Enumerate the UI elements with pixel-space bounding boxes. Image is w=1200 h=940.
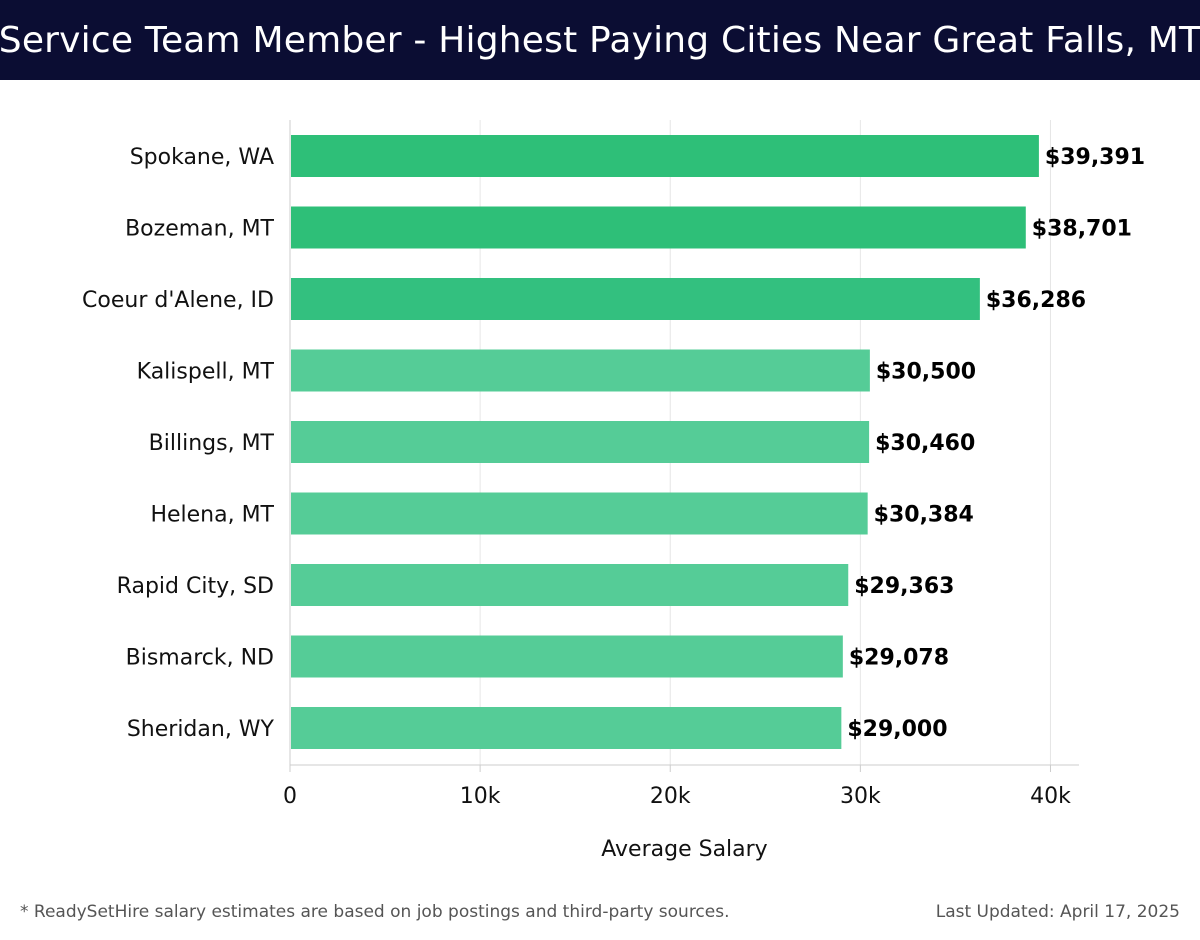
bar <box>291 135 1039 177</box>
x-axis-label: Average Salary <box>601 837 767 862</box>
x-tick-label: 30k <box>840 784 881 809</box>
title-banner: Service Team Member - Highest Paying Cit… <box>0 0 1200 80</box>
bar <box>291 421 870 463</box>
x-tick-label: 0 <box>283 784 297 809</box>
bar <box>291 278 980 320</box>
data-label: $38,701 <box>1032 217 1132 242</box>
x-tick-label: 40k <box>1030 784 1071 809</box>
bar <box>291 206 1026 249</box>
x-tick-label: 10k <box>460 784 501 809</box>
x-tick-label: 20k <box>650 784 691 809</box>
category-label: Sheridan, WY <box>127 717 275 742</box>
category-label: Helena, MT <box>150 503 274 528</box>
data-label: $30,500 <box>876 360 976 385</box>
data-label: $30,384 <box>874 503 974 528</box>
bar <box>291 349 870 392</box>
category-label: Coeur d'Alene, ID <box>82 288 274 313</box>
bar-chart: 0 10k 20k 30k 40k Spokane, WA $39,391 Bozeman, … <box>82 120 1145 862</box>
category-label: Rapid City, SD <box>117 574 274 599</box>
category-label: Bismarck, ND <box>126 646 274 671</box>
bar <box>291 707 842 749</box>
chart-title: Service Team Member - Highest Paying Cit… <box>0 19 1200 61</box>
last-updated: Last Updated: April 17, 2025 <box>935 902 1180 922</box>
data-label: $29,000 <box>847 717 947 742</box>
bar <box>291 635 843 678</box>
bar <box>291 564 849 606</box>
category-label: Billings, MT <box>149 431 275 456</box>
data-label: $36,286 <box>986 288 1086 313</box>
data-label: $29,078 <box>849 646 949 671</box>
category-label: Spokane, WA <box>130 145 274 170</box>
data-label: $29,363 <box>854 574 954 599</box>
data-label: $30,460 <box>875 431 975 456</box>
category-label: Kalispell, MT <box>137 360 275 385</box>
footnote: * ReadySetHire salary estimates are base… <box>20 902 730 922</box>
category-label: Bozeman, MT <box>125 217 274 242</box>
data-label: $39,391 <box>1045 145 1145 170</box>
bar <box>291 492 868 535</box>
